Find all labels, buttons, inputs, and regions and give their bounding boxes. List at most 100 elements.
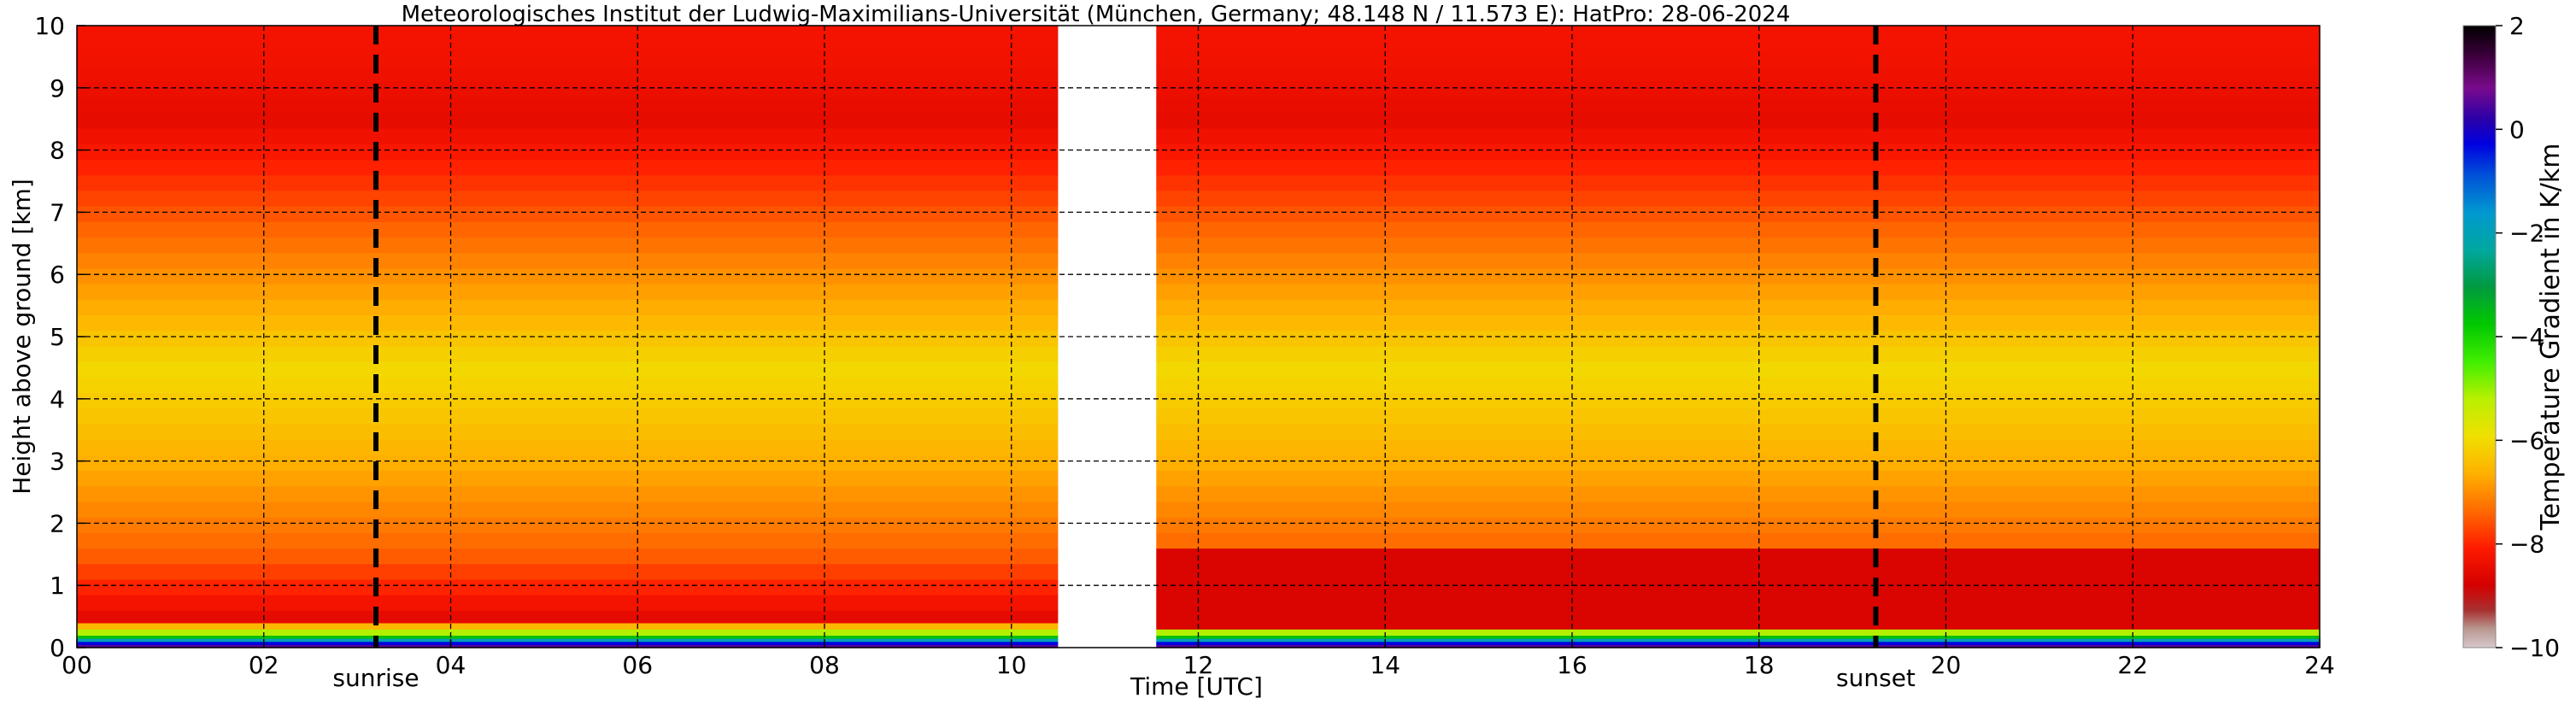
heatmap-cell [1156, 501, 2320, 518]
heatmap-cell [1156, 392, 2320, 409]
heatmap-cell [77, 299, 1059, 316]
heatmap-cell [77, 638, 1059, 642]
heatmap-cell [77, 595, 1059, 611]
heatmap-cell [1156, 548, 2320, 565]
x-tick-label: 12 [1183, 651, 1214, 679]
heatmap-cell [77, 97, 1059, 114]
y-tick-label: 8 [50, 137, 65, 165]
heatmap-cell [77, 485, 1059, 502]
heatmap-cell [1156, 455, 2320, 472]
heatmap-cell [1156, 299, 2320, 316]
heatmap-cell [1156, 423, 2320, 440]
y-ticks: 0 1 2 3 4 5 6 7 8 9 10 [34, 12, 85, 662]
x-axis-label: Time [UTC] [1130, 672, 1263, 701]
x-tick-label: 02 [249, 651, 279, 679]
colorbar [2462, 25, 2497, 648]
y-tick-label: 0 [50, 634, 65, 662]
heatmap-cell [1156, 644, 2320, 648]
heatmap-cell [77, 455, 1059, 472]
x-ticks: 00 02 04 06 08 10 12 14 16 18 20 22 24 [62, 639, 2335, 679]
x-tick-label: 10 [996, 651, 1027, 679]
heatmap-cell [77, 66, 1059, 83]
heatmap-cell [77, 548, 1059, 565]
colorbar-tick-label: −4 [2509, 323, 2544, 351]
heatmap-cell [77, 314, 1059, 331]
heatmap-cell [77, 330, 1059, 347]
heatmap-cell [1156, 34, 2320, 51]
heatmap-cell [1156, 532, 2320, 549]
heatmap-cell [1156, 635, 2320, 639]
heatmap-cell [77, 629, 1059, 637]
heatmap-cell [77, 237, 1059, 254]
heatmap-cell [1156, 267, 2320, 285]
heatmap-cell [1156, 190, 2320, 207]
heatmap-cell [1156, 377, 2320, 394]
heatmap-cell [1156, 284, 2320, 300]
heatmap-cell [77, 128, 1059, 144]
heatmap-cell [1156, 26, 2320, 36]
y-tick-label: 3 [50, 448, 65, 476]
colorbar-tick-label: 0 [2509, 115, 2525, 144]
heatmap-cell [1156, 314, 2320, 331]
heatmap-cell [1156, 206, 2320, 222]
grid-lines [77, 26, 2320, 648]
heatmap-cell [1156, 622, 2320, 630]
heatmap-cell [77, 622, 1059, 630]
heatmap-cell [77, 517, 1059, 533]
heatmap-cell [1156, 221, 2320, 238]
x-tick-label: 06 [622, 651, 653, 679]
heatmap-cell [77, 578, 1059, 595]
chart-title: Meteorologisches Institut der Ludwig-Max… [402, 2, 1791, 27]
heatmap-cell [1156, 330, 2320, 347]
heatmap-cell [77, 112, 1059, 129]
heatmap-cell [1156, 144, 2320, 161]
heatmap-cell [1156, 610, 2320, 624]
y-tick-label: 6 [50, 261, 65, 289]
heatmap-cell [1156, 345, 2320, 362]
heatmap-cell [77, 206, 1059, 222]
colorbar-tick-label: −10 [2509, 634, 2560, 662]
y-tick-label: 1 [50, 572, 65, 600]
heatmap-cell [1156, 128, 2320, 144]
heatmap-cell [77, 532, 1059, 549]
heatmap-cell [1156, 641, 2320, 645]
x-tick-label: 20 [1931, 651, 1962, 679]
heatmap-cell [1156, 470, 2320, 487]
sun-markers: sunrise sunset [332, 26, 1916, 692]
heatmap-cell [77, 144, 1059, 161]
heatmap-cell [1156, 629, 2320, 637]
heatmap-cell [77, 644, 1059, 648]
heatmap-cell [1156, 237, 2320, 254]
heatmap-cell [77, 361, 1059, 378]
heatmap-cell [1156, 66, 2320, 83]
heatmap-cell [77, 26, 1059, 36]
colorbar-tick-label: −2 [2509, 220, 2544, 248]
heatmap-cell [77, 641, 1059, 645]
colorbar-tick-label: −8 [2509, 531, 2544, 559]
heatmap-cell [77, 423, 1059, 440]
colorbar-tick-label: 2 [2509, 12, 2525, 40]
heatmap-cell [77, 50, 1059, 67]
colorbar-ticks: 2 0 −2 −4 −6 −8 −10 [2496, 12, 2560, 662]
sunset-label: sunset [1836, 664, 1916, 692]
heatmap-cell [1156, 361, 2320, 378]
heatmap-cell [77, 610, 1059, 624]
colorbar-tick-label: −6 [2509, 426, 2544, 455]
heatmap-field [77, 26, 2320, 648]
x-tick-label: 14 [1370, 651, 1400, 679]
y-tick-label: 10 [34, 12, 65, 40]
heatmap-cell [1156, 485, 2320, 502]
heatmap-cell [1156, 159, 2320, 176]
heatmap-cell [77, 501, 1059, 518]
x-tick-label: 16 [1557, 651, 1587, 679]
x-tick-label: 18 [1744, 651, 1775, 679]
y-tick-label: 4 [50, 385, 65, 414]
x-tick-label: 04 [436, 651, 466, 679]
heatmap-cell [77, 392, 1059, 409]
y-tick-label: 7 [50, 198, 65, 226]
heatmap-cell [1156, 595, 2320, 611]
heatmap-cell [77, 34, 1059, 51]
colorbar-label: Temperature Gradient in K/km [2536, 144, 2566, 531]
heatmap-cell [1156, 517, 2320, 533]
